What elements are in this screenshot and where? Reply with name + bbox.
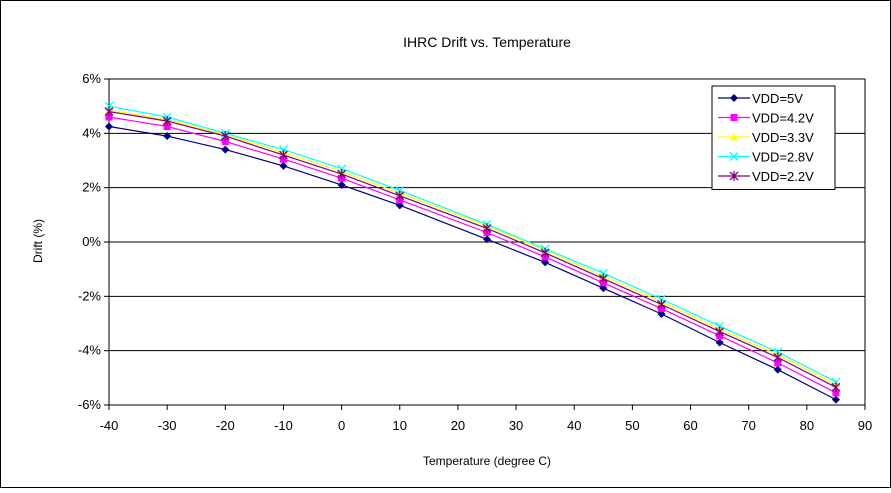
legend-label: VDD=5V <box>752 91 803 106</box>
data-point <box>832 389 840 397</box>
data-point <box>482 223 492 234</box>
axis-layer: -6% -4% -2% 0% 2% 4% 6% -40 -30 -20 -10 0 10 20 30 40 50… <box>78 71 872 433</box>
data-point <box>104 106 114 117</box>
legend-label: VDD=2.2V <box>752 169 814 184</box>
series-group <box>104 106 841 393</box>
x-tick-label: 40 <box>567 418 581 433</box>
data-point <box>279 150 288 161</box>
legend-item: VDD=2.2V <box>718 169 814 184</box>
data-point <box>162 116 172 127</box>
data-point <box>657 299 666 310</box>
data-point <box>221 137 229 145</box>
x-tick-label: 60 <box>683 418 697 433</box>
legend-label: VDD=4.2V <box>752 111 814 126</box>
x-tick-label: -20 <box>216 418 235 433</box>
x-axis-label: Temperature (degree C) <box>423 454 551 468</box>
x-tick-label: -30 <box>158 418 177 433</box>
data-point <box>220 131 230 142</box>
data-point <box>773 352 783 363</box>
x-tick-label: 50 <box>625 418 639 433</box>
data-point <box>598 273 608 284</box>
data-point <box>337 169 347 180</box>
data-point <box>105 113 113 121</box>
x-tick-label: 90 <box>858 418 872 433</box>
data-point <box>163 123 171 131</box>
data-point <box>715 338 724 347</box>
y-tick-label: 4% <box>82 125 101 140</box>
y-axis-label: Drift (%) <box>31 219 45 263</box>
data-point <box>540 247 550 258</box>
y-tick-label: -2% <box>78 288 102 303</box>
data-point <box>831 382 841 393</box>
x-tick-label: 10 <box>393 418 407 433</box>
x-tick-label: 80 <box>800 418 814 433</box>
data-point <box>221 145 230 154</box>
legend-marker <box>730 114 738 121</box>
x-tick-label: -40 <box>100 418 119 433</box>
x-tick-label: -10 <box>274 418 293 433</box>
y-tick-label: 2% <box>82 180 101 195</box>
data-point <box>715 326 725 337</box>
data-point <box>163 132 172 141</box>
y-tick-label: -6% <box>78 397 102 412</box>
y-tick-label: 0% <box>82 234 101 249</box>
x-tick-label: 20 <box>451 418 465 433</box>
series-layer <box>104 101 841 404</box>
legend-marker <box>729 171 739 181</box>
chart-title: IHRC Drift vs. Temperature <box>403 34 571 50</box>
data-point <box>773 365 782 374</box>
y-tick-label: 6% <box>82 71 101 86</box>
legend-item: VDD=2.8V <box>718 150 814 165</box>
x-tick-label: 30 <box>509 418 523 433</box>
legend: VDD=5V VDD=4.2V VDD=3.3V VDD=2.8V VDD=2.2V <box>711 85 836 190</box>
legend-item: VDD=5V <box>718 91 803 106</box>
data-point <box>831 395 840 404</box>
legend-label: VDD=3.3V <box>752 130 814 145</box>
legend-label: VDD=2.8V <box>752 150 814 165</box>
data-point <box>774 359 782 367</box>
legend-item: VDD=4.2V <box>718 111 814 126</box>
legend-marker <box>730 94 738 102</box>
legend-item: VDD=3.3V <box>718 130 814 145</box>
data-point <box>337 180 346 189</box>
y-tick-label: -4% <box>78 343 102 358</box>
legend-marker <box>729 152 739 161</box>
data-point <box>483 235 491 244</box>
data-point <box>279 161 288 170</box>
x-tick-label: 0 <box>338 418 345 433</box>
legend-marker <box>730 133 738 141</box>
data-point <box>395 190 405 201</box>
data-point <box>105 122 113 131</box>
x-tick-label: 70 <box>741 418 755 433</box>
